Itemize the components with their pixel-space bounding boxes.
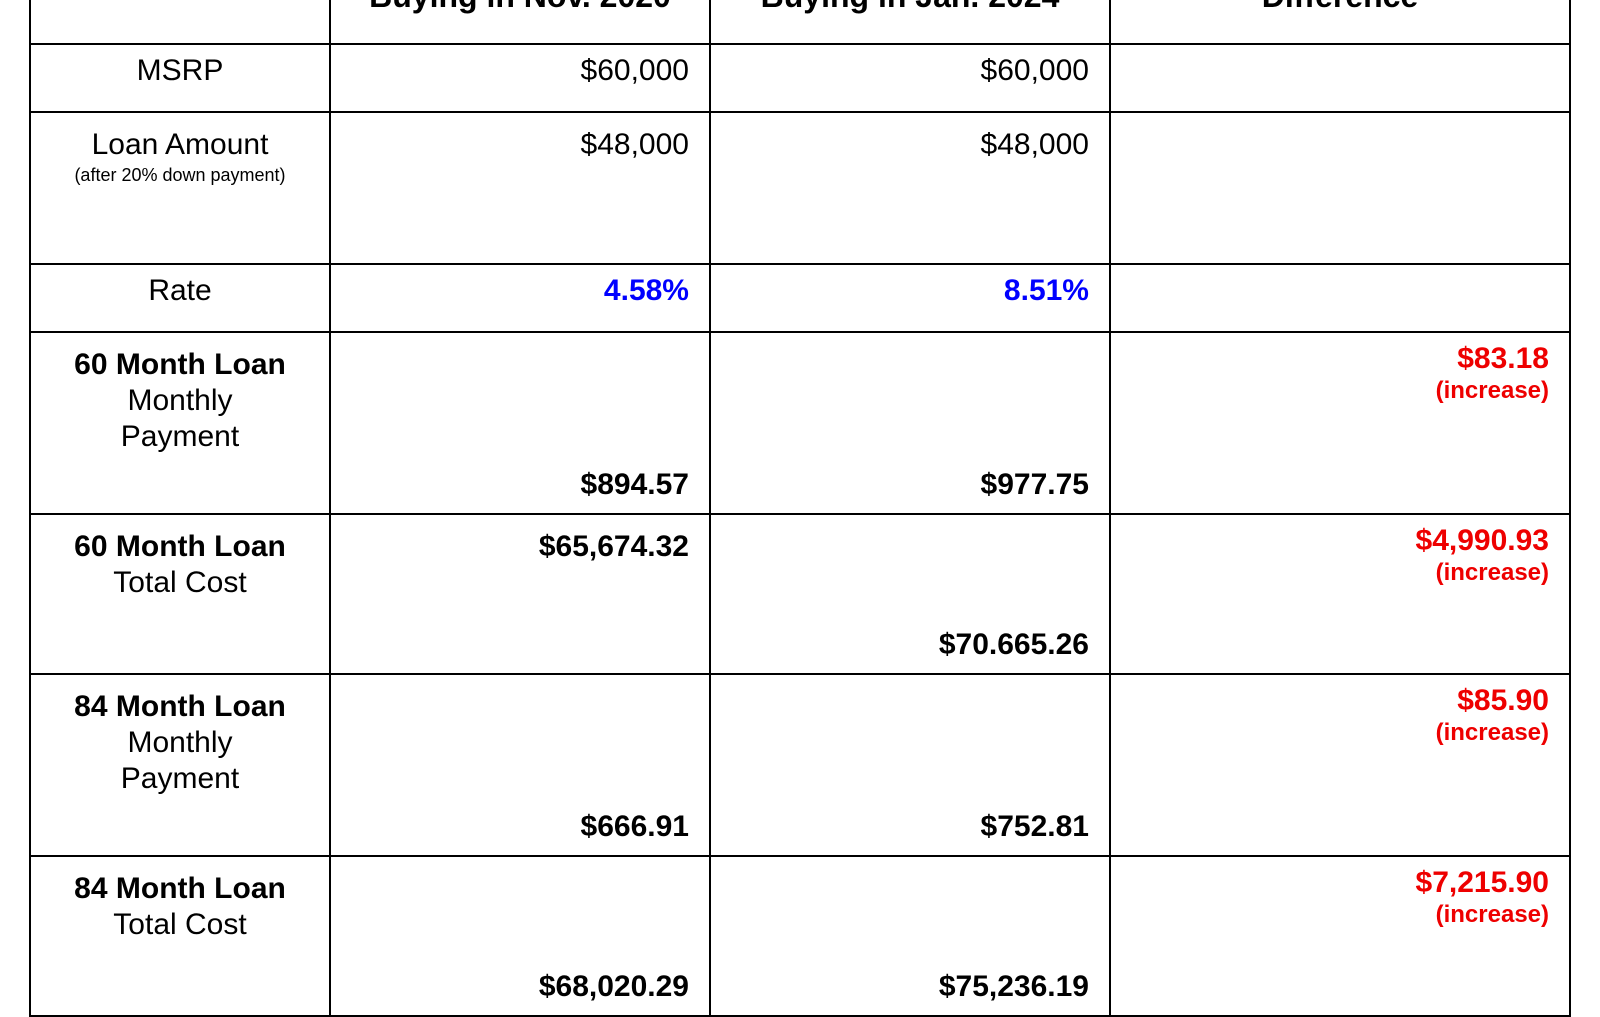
label-60tc-b: 60 Month Loan xyxy=(74,530,286,563)
label-60-month-total: 60 Month Loan Total Cost xyxy=(30,514,330,674)
m84-monthly-2020: $666.91 xyxy=(330,674,710,856)
msrp-diff xyxy=(1110,44,1570,112)
msrp-2020: $60,000 xyxy=(330,44,710,112)
row-84-month-payment: 84 Month Loan Monthly Payment $666.91 $7… xyxy=(30,674,1570,856)
label-84-month-total: 84 Month Loan Total Cost xyxy=(30,856,330,1016)
label-msrp: MSRP xyxy=(30,44,330,112)
m84-total-diff: $7,215.90 (increase) xyxy=(1110,856,1570,1016)
loan-comparison-table: Buying in Nov. 2020 Buying in Jan. 2024 … xyxy=(29,0,1571,1017)
label-84mp-b: 84 Month Loan xyxy=(74,690,286,723)
loan-amount-2020: $48,000 xyxy=(330,112,710,264)
label-60mp-l3: Payment xyxy=(121,420,239,453)
m60-total-diff-inc: (increase) xyxy=(1131,559,1549,588)
row-rate: Rate 4.58% 8.51% xyxy=(30,264,1570,332)
m60-monthly-2024: $977.75 xyxy=(710,332,1110,514)
m84-total-2024: $75,236.19 xyxy=(710,856,1110,1016)
m84-monthly-diff: $85.90 (increase) xyxy=(1110,674,1570,856)
label-60mp-l2: Monthly xyxy=(127,384,232,417)
header-2024: Buying in Jan. 2024 xyxy=(710,0,1110,44)
m84-total-diff-val: $7,215.90 xyxy=(1416,866,1549,899)
label-84tc-b: 84 Month Loan xyxy=(74,872,286,905)
label-rate: Rate xyxy=(30,264,330,332)
m60-monthly-diff-val: $83.18 xyxy=(1457,342,1549,375)
label-60mp-b: 60 Month Loan xyxy=(74,348,286,381)
m84-monthly-diff-val: $85.90 xyxy=(1457,684,1549,717)
m60-total-2020: $65,674.32 xyxy=(330,514,710,674)
m60-total-diff: $4,990.93 (increase) xyxy=(1110,514,1570,674)
loan-amount-diff xyxy=(1110,112,1570,264)
m84-monthly-2024: $752.81 xyxy=(710,674,1110,856)
header-2020: Buying in Nov. 2020 xyxy=(330,0,710,44)
table-header-row: Buying in Nov. 2020 Buying in Jan. 2024 … xyxy=(30,0,1570,44)
m84-total-2020: $68,020.29 xyxy=(330,856,710,1016)
header-blank xyxy=(30,0,330,44)
m60-total-diff-val: $4,990.93 xyxy=(1416,524,1549,557)
m60-total-2024: $70.665.26 xyxy=(710,514,1110,674)
m60-monthly-2020: $894.57 xyxy=(330,332,710,514)
row-60-month-payment: 60 Month Loan Monthly Payment $894.57 $9… xyxy=(30,332,1570,514)
label-84mp-l2: Monthly xyxy=(127,726,232,759)
label-84-month-payment: 84 Month Loan Monthly Payment xyxy=(30,674,330,856)
label-loan-amount-sub: (after 20% down payment) xyxy=(51,165,309,187)
row-84-month-total: 84 Month Loan Total Cost $68,020.29 $75,… xyxy=(30,856,1570,1016)
label-84tc-l2: Total Cost xyxy=(113,908,246,941)
row-loan-amount: Loan Amount (after 20% down payment) $48… xyxy=(30,112,1570,264)
label-60tc-l2: Total Cost xyxy=(113,566,246,599)
label-84mp-l3: Payment xyxy=(121,762,239,795)
m60-monthly-diff-inc: (increase) xyxy=(1131,377,1549,406)
row-msrp: MSRP $60,000 $60,000 xyxy=(30,44,1570,112)
m84-monthly-diff-inc: (increase) xyxy=(1131,719,1549,748)
label-loan-amount: Loan Amount (after 20% down payment) xyxy=(30,112,330,264)
label-60-month-payment: 60 Month Loan Monthly Payment xyxy=(30,332,330,514)
rate-2024: 8.51% xyxy=(710,264,1110,332)
m60-monthly-diff: $83.18 (increase) xyxy=(1110,332,1570,514)
m84-total-diff-inc: (increase) xyxy=(1131,901,1549,930)
msrp-2024: $60,000 xyxy=(710,44,1110,112)
rate-2020: 4.58% xyxy=(330,264,710,332)
rate-diff xyxy=(1110,264,1570,332)
loan-amount-2024: $48,000 xyxy=(710,112,1110,264)
header-diff: Difference xyxy=(1110,0,1570,44)
label-loan-amount-text: Loan Amount xyxy=(92,128,269,161)
row-60-month-total: 60 Month Loan Total Cost $65,674.32 $70.… xyxy=(30,514,1570,674)
